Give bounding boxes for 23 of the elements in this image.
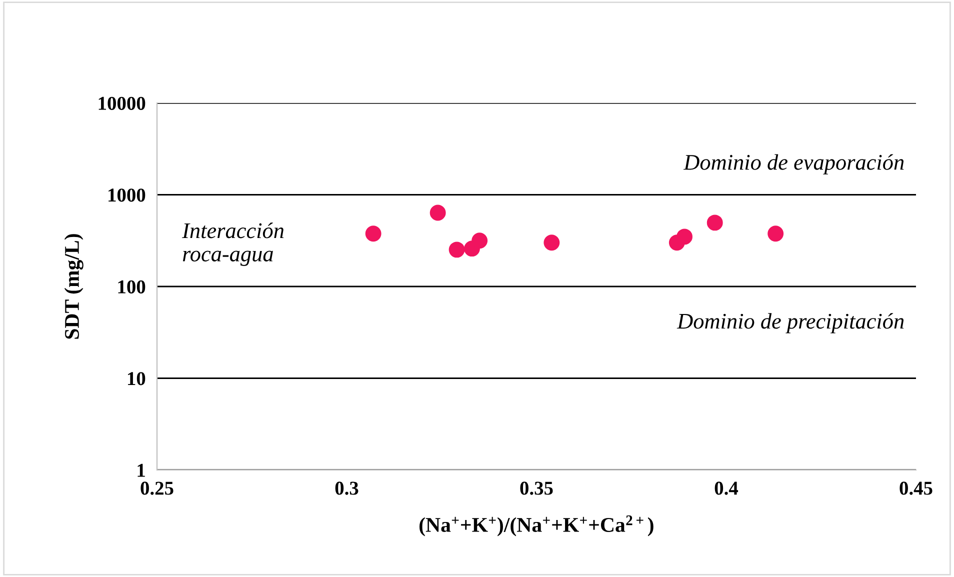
y-axis-title: SDT (mg/L) [64,234,84,339]
x-tick-label: 0.3 [335,482,358,495]
point [365,226,382,242]
point [430,204,446,221]
annotation: Dominio de precipitación [676,313,904,334]
annotation: Interacción roca-agua [182,222,284,266]
annotation: Dominio de evaporación [683,154,904,174]
x-tick-label: 0.25 [140,482,174,495]
point [448,242,465,258]
point [768,226,784,242]
y-tick-label: 100 [118,280,146,294]
y-tick-label: 1000 [108,188,146,202]
point [472,232,488,249]
x-tick-label: 0.35 [520,482,553,495]
point [544,234,560,251]
point [706,214,723,231]
y-tick-label: 1 [138,464,145,477]
x-tick-label: 0.4 [714,482,738,495]
y-tick-label: 10000 [98,96,146,110]
x-tick-label: 0.45 [900,482,932,495]
y-tick-label: 10 [128,372,146,386]
text: (Na$^{+}$+K$^{+}$)/(Na$^{+}$+K$^{+}$+Ca$^{2+}$) [420,515,654,536]
point [676,228,692,245]
